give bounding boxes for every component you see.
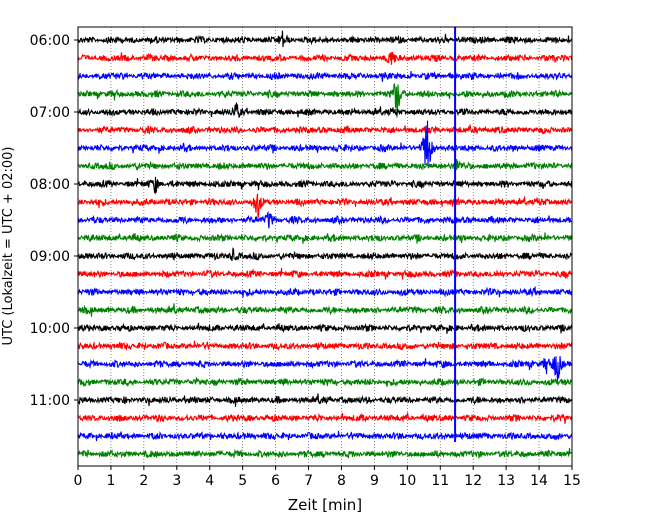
trace-line (77, 124, 573, 136)
y-tick-label: 08:00 (30, 177, 70, 193)
trace-line (77, 51, 573, 65)
y-axis-label: UTC (Lokalzeit = UTC + 02:00) (1, 147, 16, 346)
trace-line (77, 83, 573, 118)
x-tick-label: 7 (304, 473, 313, 489)
trace-line (77, 176, 573, 195)
y-axis-ticks: 06:00 07:00 08:00 09:00 10:00 11:00 (30, 33, 78, 409)
trace-line (77, 303, 573, 317)
x-tick-label: 11 (431, 473, 449, 489)
trace-line (77, 232, 573, 244)
seismic-traces (77, 30, 573, 460)
trace-line (77, 30, 573, 48)
x-tick-label: 12 (464, 473, 482, 489)
trace-line (77, 356, 573, 382)
x-tick-label: 5 (238, 473, 247, 489)
trace-line (77, 70, 573, 82)
x-tick-label: 1 (106, 473, 115, 489)
x-tick-label: 2 (139, 473, 148, 489)
x-tick-label: 0 (74, 473, 83, 489)
x-tick-label: 4 (205, 473, 214, 489)
x-tick-label: 3 (172, 473, 181, 489)
y-tick-label: 09:00 (30, 249, 70, 265)
trace-line (77, 158, 573, 172)
x-tick-label: 8 (337, 473, 346, 489)
vertical-grid (110, 27, 540, 466)
x-tick-label: 6 (271, 473, 280, 489)
y-tick-label: 07:00 (30, 105, 70, 121)
trace-line (77, 412, 573, 424)
trace-line (77, 286, 573, 298)
x-tick-label: 13 (497, 473, 515, 489)
trace-line (77, 447, 573, 460)
trace-line (77, 193, 573, 219)
trace-line (77, 430, 573, 442)
trace-line (77, 120, 573, 167)
x-tick-label: 15 (563, 473, 581, 489)
x-tick-label: 10 (398, 473, 416, 489)
x-tick-label: 14 (530, 473, 548, 489)
x-tick-label: 9 (370, 473, 379, 489)
trace-line (77, 102, 573, 118)
y-tick-label: 10:00 (30, 321, 70, 337)
trace-line (77, 322, 573, 334)
trace-line (77, 340, 573, 351)
y-tick-label: 06:00 (30, 33, 70, 49)
trace-line (77, 247, 573, 262)
y-tick-label: 11:00 (30, 393, 70, 409)
trace-line (77, 393, 573, 407)
x-axis-label: Zeit [min] (288, 496, 362, 514)
trace-line (77, 268, 573, 280)
trace-line (77, 210, 573, 229)
trace-line (77, 376, 573, 388)
plot-frame (77, 26, 573, 467)
x-axis-ticks: 0 1 2 3 4 5 6 7 8 9 10 11 12 13 14 15 (74, 466, 581, 489)
